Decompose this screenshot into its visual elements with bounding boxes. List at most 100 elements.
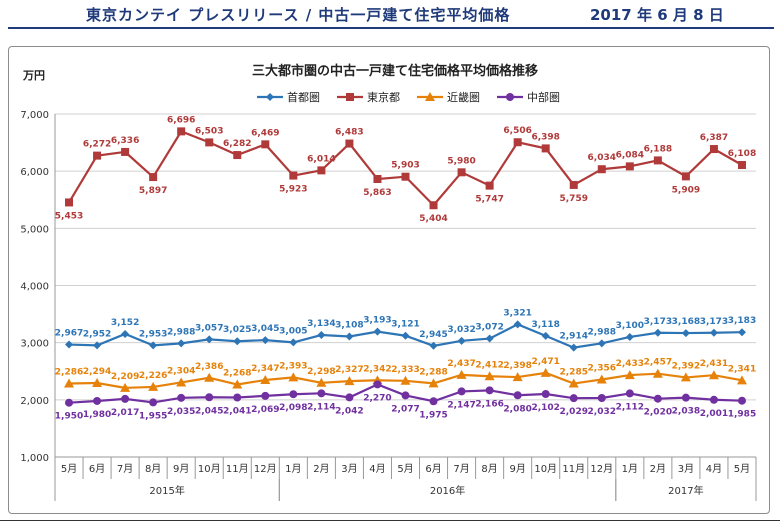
data-point [260,374,271,384]
data-point [653,394,662,403]
legend-marker [266,93,274,101]
data-point [597,394,606,403]
data-point [401,331,410,340]
data-label: 3,072 [475,323,503,333]
y-tick-label: 5,000 [20,224,49,235]
data-label: 3,108 [335,320,363,330]
data-point [709,395,718,404]
x-tick-label: 2月 [650,463,666,475]
data-point [288,372,299,382]
data-label: 2,001 [700,409,728,419]
press-release-title: 東京カンテイ プレスリリース / 中古一戸建て住宅平均価格 [86,6,511,24]
data-point [512,372,523,382]
data-label: 6,503 [195,126,223,136]
data-label: 5,897 [139,186,167,196]
legend-marker [506,93,514,101]
data-point [653,328,662,337]
data-point [148,381,159,391]
data-point [513,391,522,400]
data-label: 2,285 [560,368,588,378]
legend-item-1: 首都圏 [257,90,320,104]
data-point [93,151,102,160]
legend-item-2: 東京都 [337,90,400,104]
data-point [709,145,718,154]
data-label: 5,863 [363,188,391,198]
data-label: 2,967 [55,329,83,339]
data-label: 2,356 [588,363,616,373]
data-label: 6,483 [335,128,363,138]
data-label: 6,034 [588,153,616,163]
legend-label: 近畿圏 [447,90,480,104]
data-label: 2,393 [279,361,307,371]
data-label: 2,268 [223,369,251,379]
page-header: 東京カンテイ プレスリリース / 中古一戸建て住宅平均価格 2017 年 6 月… [0,0,780,30]
data-point [541,390,550,399]
data-point [261,336,270,345]
data-label: 5,909 [672,185,700,195]
y-tick-label: 3,000 [20,339,49,350]
data-point [344,376,355,386]
legend-marker [425,92,435,101]
x-tick-label: 7月 [453,463,469,475]
data-label: 1,975 [419,410,447,420]
data-point [429,341,438,350]
data-point [625,332,634,341]
data-point [541,144,550,153]
x-tick-label: 9月 [173,463,189,475]
data-point [232,379,243,389]
data-point [680,372,691,382]
footer-divider [0,520,780,521]
data-label: 6,336 [111,136,139,146]
data-point [653,156,662,165]
data-point [205,138,214,147]
x-tick-label: 5月 [397,463,413,475]
data-label: 2,288 [419,367,447,377]
y-axis: 1,000 2,000 3,000 4,000 5,000 6,000 7,000 [20,110,56,464]
data-point [289,390,298,399]
header-divider [8,27,774,29]
data-point [261,391,270,400]
data-point [261,140,270,149]
data-label: 6,084 [616,150,644,160]
data-point [233,151,242,160]
data-point [625,162,634,171]
data-point [485,334,494,343]
data-label: 2,038 [672,407,700,417]
data-point [457,168,466,177]
x-tick-label: 7月 [117,463,133,475]
data-label: 2,386 [195,362,223,372]
data-point [596,374,607,384]
data-label: 6,398 [531,132,559,142]
chart-frame: 三大都市圏の中古一戸建て住宅価格平均価格推移 万円 首都圏 東京都 近畿圏 中部圏 1… [8,46,770,514]
data-label: 2,471 [531,357,559,367]
data-label: 3,173 [644,317,672,327]
data-label: 2,286 [55,367,83,377]
legend-label: 首都圏 [287,90,320,104]
data-point [65,198,74,207]
data-point [597,165,606,174]
x-tick-label: 11月 [226,463,249,475]
x-tick-label: 10月 [198,463,221,475]
data-label: 2,988 [167,327,195,337]
x-tick-label: 3月 [341,463,357,475]
data-label: 2,114 [307,402,335,412]
data-point [176,377,187,387]
year-group-label: 2016年 [430,484,465,497]
y-tick-label: 2,000 [20,396,49,407]
data-label: 3,168 [672,317,700,327]
data-point [457,336,466,345]
x-tick-label: 4月 [706,463,722,475]
data-label: 2,398 [503,361,531,371]
data-label: 6,469 [251,128,279,138]
data-label: 2,270 [363,393,391,403]
data-point [401,391,410,400]
x-tick-label: 9月 [509,463,525,475]
y-axis-unit-label: 万円 [22,69,45,82]
x-tick-label: 11月 [562,463,585,475]
x-tick-label: 6月 [425,463,441,475]
x-tick-label: 4月 [369,463,385,475]
data-point [541,331,550,340]
x-tick-label: 1月 [285,463,301,475]
data-label: 3,121 [391,320,419,330]
